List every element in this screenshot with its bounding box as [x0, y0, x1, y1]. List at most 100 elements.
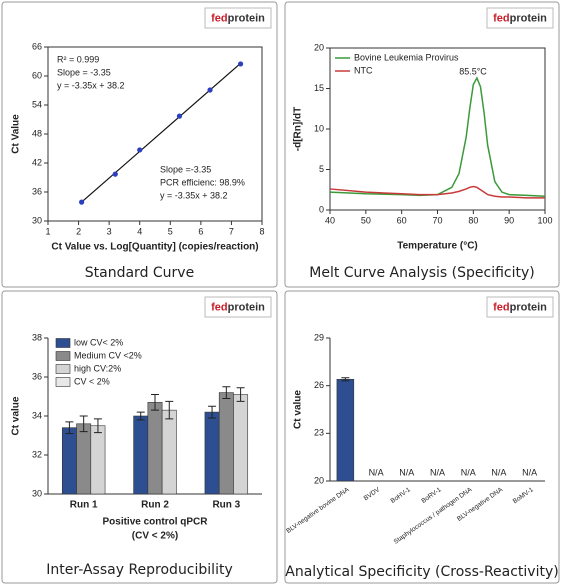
logo: fedprotein: [211, 12, 265, 24]
error-bar: [208, 405, 217, 419]
y-axis-label: Ct value: [11, 396, 22, 435]
y-tick-label: 26: [314, 380, 324, 390]
error-bar: [151, 394, 159, 411]
legend-label: NTC: [354, 65, 373, 75]
y-tick-label: 10: [314, 123, 324, 133]
bar: [61, 427, 77, 495]
legend-label: high CV:2%: [74, 363, 121, 373]
x-tick-label: 2: [76, 226, 81, 236]
x-tick-label: BoRV-1: [420, 486, 443, 505]
panel: [284, 1, 560, 288]
x-tick-label: BoHV-1: [390, 486, 413, 505]
x-tick-label: 6: [198, 226, 203, 236]
data-point: [137, 147, 143, 153]
x-tick-label: 60: [397, 215, 407, 225]
bar: [233, 394, 249, 495]
panel: [1, 290, 278, 584]
x-axis-label: Positive control qPCR: [102, 517, 208, 528]
error-bar: [93, 418, 102, 434]
x-tick-label: Run 3: [212, 500, 240, 511]
y-tick-label: 48: [32, 128, 42, 138]
panel-title: Inter-Assay Reproducibility: [46, 562, 232, 578]
bar: [161, 409, 177, 495]
bar: [90, 425, 106, 495]
logo-box: [204, 296, 272, 318]
error-bar: [341, 377, 350, 382]
y-tick-label: 30: [32, 215, 42, 225]
error-bar: [79, 415, 88, 433]
y-tick-label: 66: [32, 41, 42, 51]
panel-title: Melt Curve Analysis (Specificity): [309, 265, 534, 281]
x-tick-label: 1: [45, 226, 50, 236]
x-tick-label: 3: [107, 226, 112, 236]
logo-rest: protein: [510, 12, 548, 24]
annotation: PCR efficienc: 98.9%: [160, 177, 245, 187]
value-label: N/A: [430, 467, 445, 477]
legend-label: Medium CV <2%: [74, 350, 142, 360]
y-tick-label: 23: [314, 428, 324, 438]
bar: [76, 423, 92, 495]
legend-label: low CV< 2%: [74, 337, 123, 347]
error-bar: [165, 400, 174, 420]
x-tick-label: 8: [259, 226, 264, 236]
data-point: [112, 171, 118, 177]
value-label: N/A: [461, 467, 476, 477]
x-tick-label: BVDV: [363, 486, 382, 502]
legend-label: Bovine Leukemia Provirus: [354, 52, 459, 62]
x-tick-label: 4: [137, 226, 142, 236]
series-line: [329, 76, 546, 197]
value-label: N/A: [491, 467, 506, 477]
annotation: 85.5°C: [459, 66, 487, 76]
logo-box: [204, 7, 272, 29]
x-axis-label: Ct Value vs. Log[Quantity] (copies/react…: [51, 242, 258, 253]
logo-box: [486, 296, 554, 318]
value-label: N/A: [369, 467, 384, 477]
bar: [218, 392, 234, 495]
y-tick-label: 30: [32, 488, 42, 498]
logo: fedprotein: [493, 301, 547, 313]
logo-rest: protein: [228, 12, 266, 24]
y-tick-label: 20: [314, 475, 324, 485]
value-label: N/A: [399, 467, 414, 477]
y-tick-label: 20: [314, 42, 324, 52]
data-point: [238, 61, 244, 67]
logo-rest: protein: [510, 301, 548, 313]
error-bar: [236, 387, 245, 402]
bar: [147, 402, 163, 495]
panel: [284, 290, 560, 584]
y-tick-label: 38: [32, 332, 42, 342]
x-tick-label: 5: [168, 226, 173, 236]
x-tick-label: 100: [537, 215, 552, 225]
bar: [336, 379, 355, 482]
annotation: Slope = -3.35: [57, 67, 111, 77]
y-axis-label: Ct value: [293, 390, 304, 429]
annotation: R² = 0.999: [57, 54, 99, 64]
x-tick-label: Run 2: [141, 500, 169, 511]
error-bar: [222, 386, 231, 399]
logo-accent: fed: [493, 301, 510, 313]
legend-swatch: [55, 377, 71, 387]
panel-title: Analytical Specificity (Cross-Reactivity…: [285, 564, 558, 580]
y-tick-label: 42: [32, 157, 42, 167]
y-tick-label: 34: [32, 410, 42, 420]
bar: [204, 411, 220, 495]
logo-box: [486, 7, 554, 29]
y-axis-label: -d[Rn]/dT: [293, 107, 304, 151]
panel-title: Standard Curve: [85, 265, 194, 281]
data-point: [176, 113, 183, 119]
x-axis-label: (CV < 2%): [132, 531, 178, 542]
data-point: [207, 87, 213, 93]
value-label: N/A: [522, 467, 537, 477]
annotation: Slope =-3.35: [160, 164, 211, 174]
y-tick-label: 0: [319, 204, 324, 214]
y-tick-label: 54: [32, 99, 42, 109]
y-tick-label: 60: [32, 70, 42, 80]
x-axis-label: Temperature (°C): [397, 241, 478, 252]
legend-swatch: [55, 351, 71, 361]
panel: [1, 1, 278, 288]
y-tick-label: 15: [314, 83, 324, 93]
x-tick-label: 70: [432, 215, 442, 225]
error-bar: [136, 411, 145, 421]
